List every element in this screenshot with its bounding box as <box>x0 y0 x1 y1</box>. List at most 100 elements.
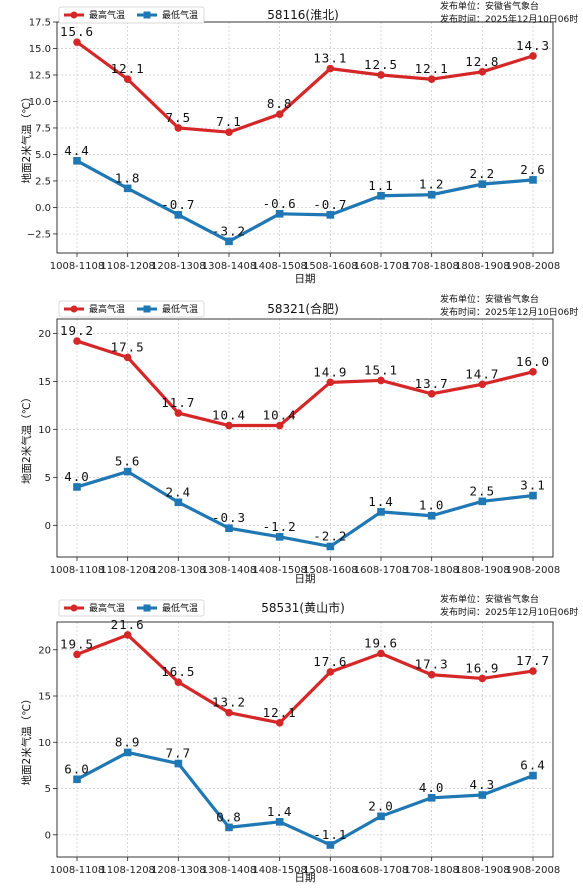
series-min: 6.0 8.9 7.7 0.8 1.4 -1.1 2.0 4.0 4.3 6.4 <box>64 734 546 849</box>
legend-min-label: 最低气温 <box>162 9 198 21</box>
data-point <box>275 533 284 541</box>
data-label: 4.4 <box>64 143 90 158</box>
data-label: 12.1 <box>111 61 145 76</box>
data-point <box>529 367 537 376</box>
data-label: 6.4 <box>520 758 546 773</box>
data-label: 4.3 <box>470 777 496 792</box>
x-tick-label: 1208-1308 <box>151 865 206 876</box>
y-tick-label: 5 <box>45 784 51 795</box>
publisher-time: 发布时间：2025年12月10日06时 <box>440 606 578 618</box>
data-label: 1.2 <box>419 177 445 192</box>
chart-title: 58321(合肥) <box>267 301 339 316</box>
legend-min-label: 最低气温 <box>162 303 198 315</box>
y-tick-label: 17.5 <box>29 18 51 29</box>
y-tick-label: 15 <box>38 692 51 703</box>
y-tick-label: 15 <box>38 377 51 388</box>
data-label: -3.2 <box>212 223 246 238</box>
legend-box <box>58 300 205 318</box>
data-point <box>377 376 385 385</box>
legend-min-marker <box>143 604 151 612</box>
x-tick-label: 1008-1108 <box>50 865 105 876</box>
data-label: 13.7 <box>415 376 449 391</box>
x-axis-label: 日期 <box>295 872 316 884</box>
series-line <box>76 339 534 428</box>
data-label: 12.1 <box>415 61 449 76</box>
data-point <box>123 353 132 362</box>
x-axis-label: 日期 <box>295 573 316 585</box>
series-max: 19.2 17.5 11.7 10.4 10.4 14.9 15.1 13.7 14.7 16.0 <box>60 323 549 430</box>
data-label: 16.9 <box>465 660 499 675</box>
data-label: 12.8 <box>465 54 499 69</box>
data-point <box>123 631 132 639</box>
legend-max-marker <box>70 604 78 612</box>
data-point <box>174 124 183 132</box>
publisher-time: 发布时间：2025年12月10日06时 <box>440 306 578 318</box>
data-label: 17.5 <box>111 339 145 354</box>
data-label: 1.4 <box>368 494 394 509</box>
x-tick-label: 1208-1308 <box>151 565 206 576</box>
data-point <box>529 52 537 60</box>
y-tick-label: 0 <box>45 521 51 532</box>
x-tick-label: 1808-1908 <box>455 865 510 876</box>
data-point <box>377 71 385 79</box>
data-point <box>174 211 183 219</box>
data-point <box>326 542 335 551</box>
data-label: 2.2 <box>470 166 496 181</box>
x-tick-label: 1308-1408 <box>202 565 257 576</box>
data-label: 15.6 <box>60 24 94 39</box>
y-tick-label: 10.0 <box>29 97 51 108</box>
data-point <box>478 68 487 76</box>
data-label: 8.8 <box>267 96 293 111</box>
data-point <box>225 237 233 246</box>
x-tick-label: 1108-1208 <box>100 261 155 272</box>
y-tick-label: 0.0 <box>35 203 51 214</box>
y-tick-label: 10 <box>38 738 51 749</box>
data-label: -2.2 <box>313 528 347 543</box>
x-tick-label: 1608-1708 <box>354 261 409 272</box>
x-tick-label: 1508-1608 <box>303 865 358 876</box>
data-label: 8.9 <box>115 734 141 749</box>
y-tick-label: 12.5 <box>29 70 51 81</box>
x-tick-label: 1608-1708 <box>354 865 409 876</box>
data-point <box>123 748 132 757</box>
y-tick-label: 2.5 <box>35 176 51 187</box>
publisher-unit: 发布单位：安徽省气象台 <box>440 293 539 305</box>
series-line <box>76 40 534 134</box>
data-label: -1.1 <box>313 827 347 842</box>
chart-panel-3: 0 5 10 15 20 1008-11081108-12081208-13081308-… <box>20 593 578 884</box>
data-point <box>275 110 284 118</box>
publisher-unit: 发布单位：安徽省气象台 <box>440 593 539 605</box>
x-tick-label: 1208-1308 <box>151 261 206 272</box>
data-point <box>478 180 487 188</box>
x-tick-label: 1908-2008 <box>506 565 561 576</box>
y-tick-label: 20 <box>38 329 51 340</box>
chart-panel-2: 0 5 10 15 20 1008-11081108-12081208-13081308-… <box>20 293 578 585</box>
x-tick-label: 1108-1208 <box>100 565 155 576</box>
data-label: -1.2 <box>263 519 297 534</box>
legend-max-label: 最高气温 <box>89 303 125 315</box>
x-tick-label: 1108-1208 <box>100 865 155 876</box>
data-label: 6.0 <box>64 761 90 776</box>
legend-box <box>58 6 205 24</box>
data-point <box>225 708 233 717</box>
data-point <box>73 337 81 345</box>
data-point <box>275 209 284 218</box>
data-point <box>326 378 335 387</box>
data-label: 7.5 <box>166 110 192 125</box>
data-label: 7.7 <box>166 746 192 761</box>
data-point <box>529 491 537 500</box>
y-tick-label: 5.0 <box>35 150 51 161</box>
data-label: 3.1 <box>520 478 546 493</box>
legend-min-label: 最低气温 <box>162 602 198 614</box>
data-label: 17.6 <box>313 654 347 669</box>
legend-max-marker <box>70 305 78 313</box>
data-point <box>123 467 132 476</box>
y-axis-label: 地面2米气温（℃） <box>20 392 33 484</box>
data-label: 19.5 <box>60 636 94 651</box>
data-point <box>123 184 132 193</box>
data-point <box>225 823 233 832</box>
x-tick-label: 1708-1808 <box>404 261 459 272</box>
x-tick-label: 1908-2008 <box>506 865 561 876</box>
data-point <box>377 508 385 516</box>
data-label: 16.5 <box>161 664 195 679</box>
